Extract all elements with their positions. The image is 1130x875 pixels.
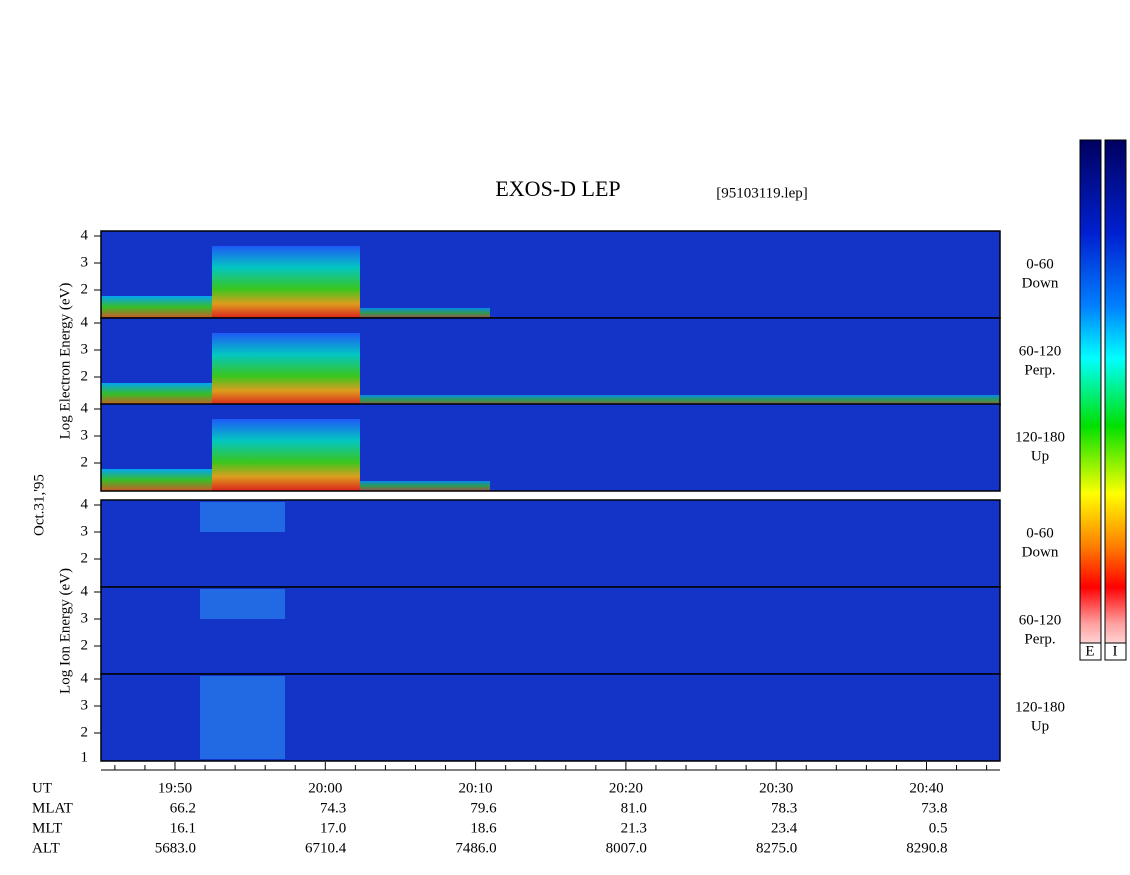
date-label: Oct.31,'95 [31, 474, 47, 536]
y-tick-label: 3 [81, 523, 89, 539]
panel-angle: 60-120 [1019, 343, 1062, 359]
colorbar-label: E [1085, 643, 1094, 659]
y-tick-label: 3 [81, 610, 89, 626]
ephemeris-value: 7486.0 [455, 840, 496, 856]
x-tick-label: 20:00 [308, 780, 342, 796]
ephemeris-value: 8275.0 [756, 840, 797, 856]
y-tick-label: 2 [81, 550, 89, 566]
title: EXOS-D LEP [495, 176, 620, 201]
spectrogram-texture [200, 676, 285, 759]
spectrogram-texture [101, 296, 212, 318]
colorbar [1104, 139, 1127, 661]
y-tick-label: 4 [81, 314, 89, 330]
y-tick-label: 4 [81, 670, 89, 686]
colorbar [1079, 139, 1102, 661]
file-label: [95103119.lep] [716, 185, 808, 201]
y-tick-label: 3 [81, 697, 89, 713]
ephemeris-value: 81.0 [621, 800, 647, 816]
spectrogram-texture [212, 333, 360, 405]
ephemeris-label: ALT [32, 840, 60, 856]
y-tick-label: 4 [81, 227, 89, 243]
x-tick-label: 20:40 [909, 780, 943, 796]
colorbar-box [1079, 642, 1102, 661]
panel-angle: 0-60 [1026, 256, 1054, 272]
x-tick-label: 20:10 [459, 780, 493, 796]
ephemeris-value: 6710.4 [305, 840, 347, 856]
spectrogram-texture [360, 308, 490, 318]
spectrogram-texture [200, 502, 285, 532]
y-tick-label: 2 [81, 454, 89, 470]
ephemeris-value: 18.6 [470, 820, 497, 836]
ephemeris-value: 78.3 [771, 800, 797, 816]
panel-frame [100, 403, 1001, 492]
ephemeris-label: MLT [32, 820, 62, 836]
spectrogram-texture [360, 395, 1000, 405]
panel-direction: Down [1022, 275, 1059, 291]
panel-angle: 60-120 [1019, 612, 1062, 628]
ephemeris-value: 79.6 [470, 800, 497, 816]
ephemeris-value: 17.0 [320, 820, 346, 836]
spectrogram-texture [212, 246, 360, 318]
ephemeris-value: 74.3 [320, 800, 346, 816]
y-tick-label: 2 [81, 637, 89, 653]
ephemeris-value: 23.4 [771, 820, 798, 836]
panel-angle: 120-180 [1015, 429, 1065, 445]
ephemeris-label: MLAT [32, 800, 73, 816]
ephemeris-value: 73.8 [921, 800, 947, 816]
panel-frame [100, 673, 1001, 762]
colorbar-box [1104, 642, 1127, 661]
y-tick-label: 1 [81, 749, 89, 765]
spectrogram-texture [212, 419, 360, 491]
electron-axis-label: Log Electron Energy (eV) [57, 283, 73, 440]
y-tick-label: 4 [81, 400, 89, 416]
ephemeris-value: 21.3 [621, 820, 647, 836]
y-tick-label: 4 [81, 583, 89, 599]
ephemeris-value: 5683.0 [155, 840, 196, 856]
y-tick-label: 3 [81, 341, 89, 357]
x-tick-label: 19:50 [158, 780, 192, 796]
ephemeris-value: 0.5 [929, 820, 948, 836]
y-tick-label: 3 [81, 427, 89, 443]
spectrogram-texture [101, 383, 212, 405]
panel-direction: Perp. [1024, 631, 1055, 647]
ephemeris-value: 16.1 [170, 820, 196, 836]
ion-axis-label: Log Ion Energy (eV) [57, 568, 73, 694]
panel-direction: Up [1031, 448, 1049, 464]
colorbar-label: I [1113, 643, 1118, 659]
x-tick-label: 20:20 [609, 780, 643, 796]
y-tick-label: 2 [81, 368, 89, 384]
panel-direction: Up [1031, 718, 1049, 734]
ephemeris-label: UT [32, 780, 52, 796]
panel-angle: 120-180 [1015, 699, 1065, 715]
spectrogram-texture [101, 469, 212, 491]
y-tick-label: 4 [81, 496, 89, 512]
panel-direction: Perp. [1024, 362, 1055, 378]
y-tick-label: 2 [81, 724, 89, 740]
x-tick-label: 20:30 [759, 780, 793, 796]
y-tick-label: 2 [81, 281, 89, 297]
spectrogram-texture [360, 481, 490, 491]
spectrogram-texture [200, 589, 285, 619]
panel-angle: 0-60 [1026, 525, 1054, 541]
ephemeris-value: 8290.8 [906, 840, 947, 856]
ephemeris-value: 66.2 [170, 800, 196, 816]
y-tick-label: 3 [81, 254, 89, 270]
panel-direction: Down [1022, 544, 1059, 560]
ephemeris-value: 8007.0 [606, 840, 647, 856]
